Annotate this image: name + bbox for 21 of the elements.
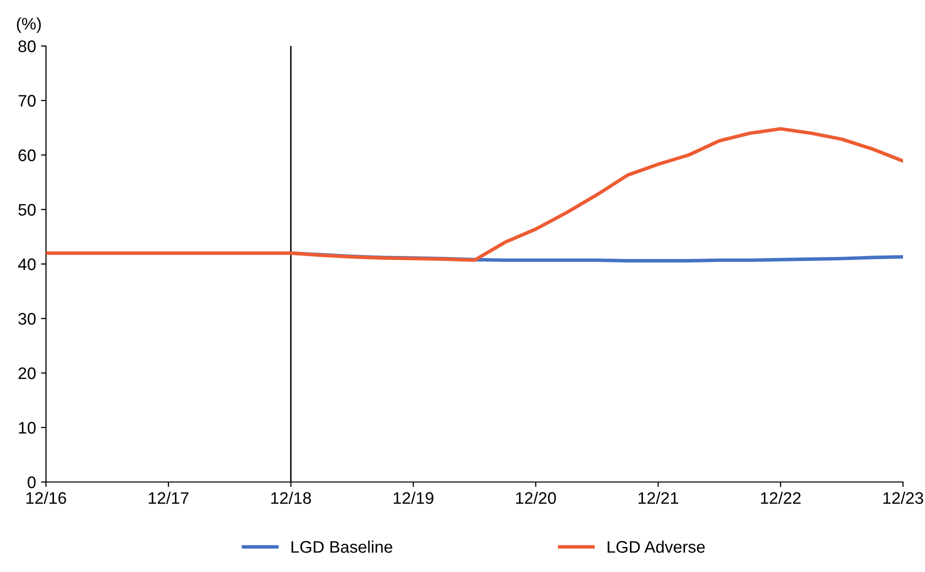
- y-tick-label: 20: [18, 367, 36, 380]
- legend-label: LGD Baseline: [292, 540, 392, 553]
- x-tick-label: 12/23: [883, 492, 924, 504]
- y-tick-label: 80: [18, 40, 36, 52]
- y-tick-label: 0: [28, 476, 36, 488]
- y-tick-label: 70: [18, 94, 36, 107]
- y-axis-title: (%): [16, 17, 41, 33]
- y-tick-label: 40: [18, 258, 36, 270]
- legend-label: LGD Adverse: [608, 540, 705, 553]
- y-tick-label: 30: [18, 312, 36, 325]
- x-tick-label: 12/18: [271, 492, 311, 504]
- y-tick-label: 50: [18, 204, 36, 216]
- x-tick-label: 12/19: [394, 492, 434, 504]
- y-tick-label: 60: [18, 149, 36, 162]
- x-tick-label: 12/20: [516, 492, 556, 504]
- x-tick-label: 12/22: [760, 492, 801, 504]
- x-tick-label: 12/17: [148, 492, 188, 504]
- line-series: [46, 127, 903, 262]
- y-tick-label: 10: [19, 422, 36, 434]
- x-tick-label: 12/16: [26, 492, 66, 504]
- x-tick-label: 12/21: [638, 492, 678, 504]
